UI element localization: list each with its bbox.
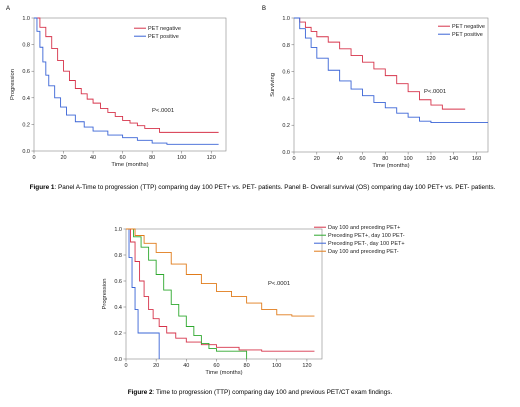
x-tick-label: 120 xyxy=(426,156,435,162)
x-tick-label: 80 xyxy=(149,155,155,161)
legend-label: PET positive xyxy=(452,32,483,38)
series-line-4 xyxy=(126,228,315,317)
x-tick-label: 120 xyxy=(207,155,216,161)
legend-label: Preceding PET-, day 100 PET+ xyxy=(328,241,405,247)
chart-panel-b: 0 20 40 60 80 100 120 140 160 0.0 0.2 0.4 0.6 0.8 1.0 T… xyxy=(270,16,489,169)
figure-2-text: : Time to progression (TTP) comparing da… xyxy=(152,389,393,396)
y-tick-label: 0.2 xyxy=(282,123,290,129)
legend-label: Preceding PET+, day 100 PET- xyxy=(328,233,405,239)
series-line-2 xyxy=(294,17,488,123)
plot-frame xyxy=(293,17,489,153)
y-tick-label: 0.6 xyxy=(22,69,30,75)
x-tick-label: 120 xyxy=(302,363,311,369)
x-tick-label: 40 xyxy=(183,363,189,369)
y-tick-label: 0.8 xyxy=(282,43,290,49)
x-tick-label: 20 xyxy=(153,363,159,369)
p-value-annotation: P<.0001 xyxy=(268,281,290,287)
y-tick-label: 0.2 xyxy=(22,122,30,128)
x-tick-label: 80 xyxy=(382,156,388,162)
series-line-3 xyxy=(126,228,160,359)
figure-2-caption: Figure 2: Time to progression (TTP) comp… xyxy=(60,388,460,397)
p-value-annotation: P<.0001 xyxy=(152,108,174,114)
y-tick-label: 1.0 xyxy=(22,16,30,22)
legend-label: PET negative xyxy=(452,24,485,30)
x-tick-label: 40 xyxy=(90,155,96,161)
legend-label: PET positive xyxy=(148,34,179,40)
x-tick-label: 0 xyxy=(32,155,35,161)
y-tick-label: 0.0 xyxy=(282,150,290,156)
x-tick-label: 20 xyxy=(60,155,66,161)
x-tick-label: 0 xyxy=(292,156,295,162)
series-line-2 xyxy=(126,228,248,359)
y-tick-label: 0.4 xyxy=(282,96,290,102)
y-tick-label: 0.6 xyxy=(282,70,290,76)
x-tick-label: 100 xyxy=(177,155,186,161)
x-tick-label: 60 xyxy=(120,155,126,161)
chart-figure-2: 0 20 40 60 80 100 120 0.0 0.2 0.4 0.6 0.8 1.0 Time (m… xyxy=(102,225,405,376)
y-tick-label: 0.4 xyxy=(114,305,122,311)
y-tick-label: 0.8 xyxy=(114,253,122,259)
x-tick-label: 0 xyxy=(124,363,127,369)
x-tick-label: 60 xyxy=(359,156,365,162)
y-tick-label: 0.8 xyxy=(22,43,30,49)
x-tick-label: 20 xyxy=(314,156,320,162)
series-line-2 xyxy=(34,17,219,145)
y-tick-label: 0.0 xyxy=(114,357,122,363)
plot-frame xyxy=(125,228,323,360)
x-tick-label: 40 xyxy=(337,156,343,162)
x-tick-label: 140 xyxy=(449,156,458,162)
figure-1-label: Figure 1 xyxy=(29,184,55,191)
legend-label: Day 100 and preceding PET- xyxy=(328,249,399,255)
y-axis-label: Surviving xyxy=(270,73,276,97)
y-tick-label: 0.2 xyxy=(114,331,122,337)
y-tick-label: 0.0 xyxy=(22,149,30,155)
x-axis-label: Time (months) xyxy=(372,163,409,169)
figure-1-text: : Panel A-Time to progression (TTP) comp… xyxy=(54,184,496,191)
series-line-1 xyxy=(294,17,466,110)
y-tick-label: 0.6 xyxy=(114,279,122,285)
x-tick-label: 100 xyxy=(404,156,413,162)
x-axis-label: Time (months) xyxy=(205,370,242,376)
y-axis-label: Progression xyxy=(102,279,108,310)
legend-label: Day 100 and preceding PET+ xyxy=(328,225,400,231)
x-tick-label: 100 xyxy=(272,363,281,369)
x-axis-label: Time (months) xyxy=(111,162,148,168)
chart-panel-a: 0 20 40 60 80 100 120 0.0 0.2 0.4 0.6 0.8 1.0 Time (m… xyxy=(10,16,227,168)
figure-1-caption: Figure 1: Panel A-Time to progression (T… xyxy=(25,183,500,192)
p-value-annotation: P<.0001 xyxy=(424,89,446,95)
y-tick-label: 1.0 xyxy=(114,227,122,233)
legend-label: PET negative xyxy=(148,26,181,32)
y-tick-label: 1.0 xyxy=(282,16,290,22)
panel-a-letter: A xyxy=(6,6,11,12)
y-axis-label: Progression xyxy=(10,69,16,100)
series-line-1 xyxy=(34,17,219,133)
panel-b-letter: B xyxy=(262,6,267,12)
series-line-1 xyxy=(126,228,315,352)
x-tick-label: 80 xyxy=(244,363,250,369)
x-tick-label: 60 xyxy=(213,363,219,369)
plot-frame xyxy=(33,17,227,152)
figure-2-label: Figure 2 xyxy=(127,389,153,396)
y-tick-label: 0.4 xyxy=(22,96,30,102)
x-tick-label: 160 xyxy=(472,156,481,162)
